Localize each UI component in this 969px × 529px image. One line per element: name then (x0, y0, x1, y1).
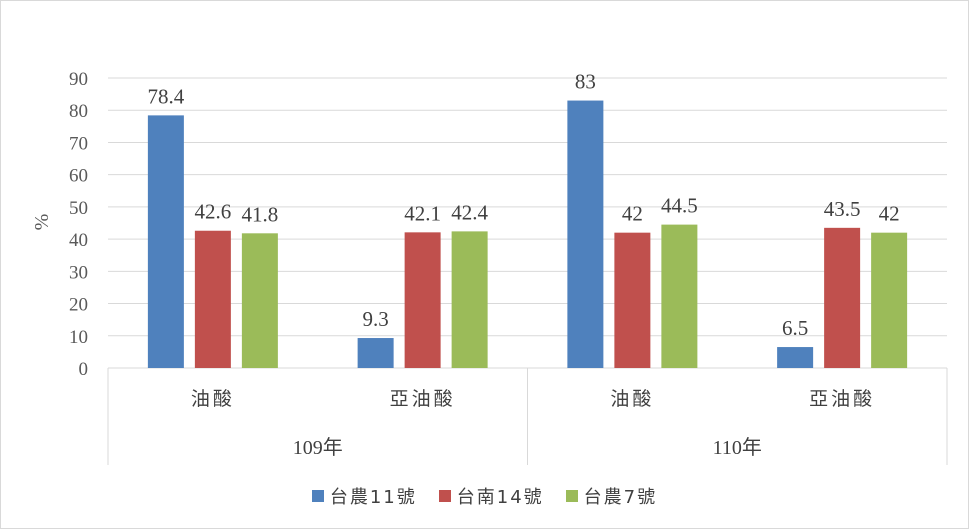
data-label: 6.5 (782, 316, 808, 340)
legend-label: 台農7號 (583, 487, 658, 508)
bar (404, 232, 441, 368)
y-axis-title: % (31, 214, 53, 231)
y-tick-label: 70 (69, 133, 88, 154)
data-label: 42 (879, 202, 900, 226)
bar (824, 227, 861, 368)
bar (451, 231, 488, 368)
y-tick-label: 90 (69, 69, 88, 90)
legend: 台農11號 台南14號 台農7號 (0, 481, 969, 511)
data-label: 44.5 (661, 194, 698, 218)
bars (147, 100, 908, 369)
bar (241, 233, 278, 368)
legend-item: 台南14號 (438, 483, 544, 509)
bar (147, 115, 184, 368)
bar-chart: 0 10 20 30 40 50 60 70 80 90 油酸 亞油酸 油酸 亞油酸 109年 110年 78… (31, 69, 948, 465)
y-tick-label: 0 (79, 359, 89, 380)
bar (777, 347, 814, 368)
y-tick-label: 20 (69, 295, 88, 316)
data-labels: 78.4 42.6 41.8 9.3 42.1 42.4 83 42 44.5 6.5 43.5 42 (148, 70, 900, 340)
legend-swatch (565, 490, 578, 502)
y-tick-label: 50 (69, 198, 88, 219)
y-tick-label: 30 (69, 262, 88, 283)
x-group-label: 110年 (713, 436, 762, 459)
legend-label: 台南14號 (456, 487, 544, 508)
bar (357, 338, 394, 368)
bar (194, 230, 231, 368)
x-group-label: 109年 (293, 436, 343, 459)
data-label: 42.1 (404, 201, 441, 225)
data-label: 9.3 (363, 307, 389, 331)
data-label: 42.4 (451, 200, 488, 224)
bar (614, 232, 651, 368)
x-category-label: 油酸 (610, 388, 654, 410)
legend-swatch (438, 490, 451, 502)
data-label: 41.8 (242, 202, 279, 226)
y-tick-label: 80 (69, 101, 88, 122)
bar (661, 224, 698, 368)
data-label: 42 (622, 202, 643, 226)
legend-item: 台農11號 (311, 483, 417, 509)
y-tick-label: 60 (69, 166, 88, 187)
y-tick-label: 10 (69, 327, 88, 348)
bar (871, 232, 908, 368)
data-label: 83 (575, 70, 596, 94)
legend-swatch (311, 490, 324, 502)
legend-label: 台農11號 (329, 487, 417, 508)
x-category-label: 亞油酸 (809, 388, 875, 410)
x-category-label: 亞油酸 (390, 388, 456, 410)
x-category-label: 油酸 (191, 388, 235, 410)
legend-item: 台農7號 (565, 483, 658, 509)
y-tick-label: 40 (69, 230, 88, 251)
data-label: 78.4 (148, 84, 185, 108)
grid-lines (108, 77, 947, 337)
bar (567, 100, 604, 369)
data-label: 42.6 (195, 200, 232, 224)
data-label: 43.5 (824, 197, 861, 221)
